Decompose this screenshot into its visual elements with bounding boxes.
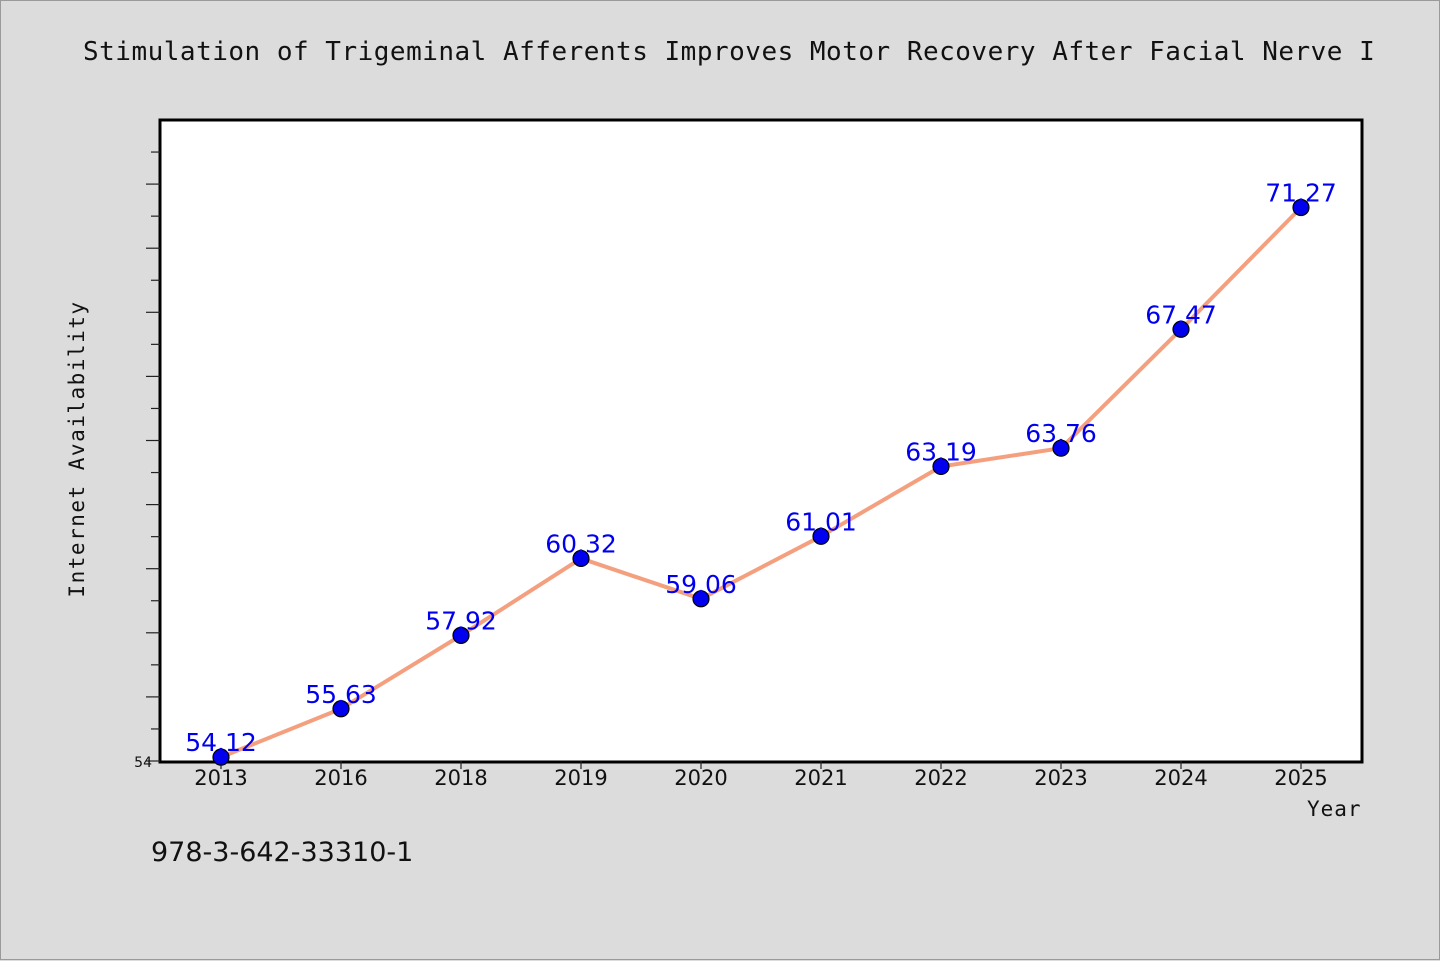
x-axis-label: Year (1307, 797, 1362, 821)
data-point (332, 700, 350, 718)
data-point (932, 457, 950, 476)
plot-area (158, 118, 1364, 764)
data-point (1292, 198, 1310, 217)
data-point (452, 626, 470, 644)
data-label: 63.19 (905, 437, 977, 466)
data-point (1172, 320, 1190, 338)
data-label: 57.92 (425, 606, 497, 635)
series-line (220, 206, 1303, 760)
x-tick-label: 2024 (1154, 766, 1207, 790)
x-tick-label: 2016 (314, 766, 367, 790)
series-layer: 54.12 55.63 57.92 60.32 59.06 61.01 63.19 63.76… (185, 178, 1337, 766)
x-tick-label: 2021 (794, 766, 847, 790)
data-label: 55.63 (305, 680, 377, 709)
footer-code: 978-3-642-33310-1 (151, 837, 414, 868)
x-tick-label: 2018 (434, 766, 487, 790)
x-axis-ticks: 2013 2016 2018 2019 2020 2021 2022 2023 2024 2025 (194, 761, 1328, 790)
x-tick-label: 2020 (674, 766, 727, 790)
data-point (212, 748, 230, 766)
x-tick-label: 2023 (1034, 766, 1087, 790)
data-label: 71.27 (1265, 178, 1337, 207)
data-point (1052, 439, 1070, 457)
x-tick-label: 2019 (554, 766, 607, 790)
y-axis-ticks: 54 (134, 151, 160, 771)
data-point (812, 527, 830, 545)
data-label: 63.76 (1025, 419, 1097, 448)
x-tick-label: 2022 (914, 766, 967, 790)
data-label: 61.01 (785, 507, 857, 536)
y-tick-label: 54 (134, 755, 152, 771)
data-point (692, 590, 710, 608)
data-label: 59.06 (665, 570, 737, 599)
x-tick-label: 2025 (1274, 766, 1327, 790)
data-point (572, 549, 590, 568)
data-label: 60.32 (545, 529, 617, 558)
x-tick-label: 2013 (194, 766, 247, 790)
chart-title: Stimulation of Trigeminal Afferents Impr… (83, 37, 1376, 67)
data-label: 67.47 (1145, 300, 1217, 329)
data-label: 54.12 (185, 728, 257, 757)
